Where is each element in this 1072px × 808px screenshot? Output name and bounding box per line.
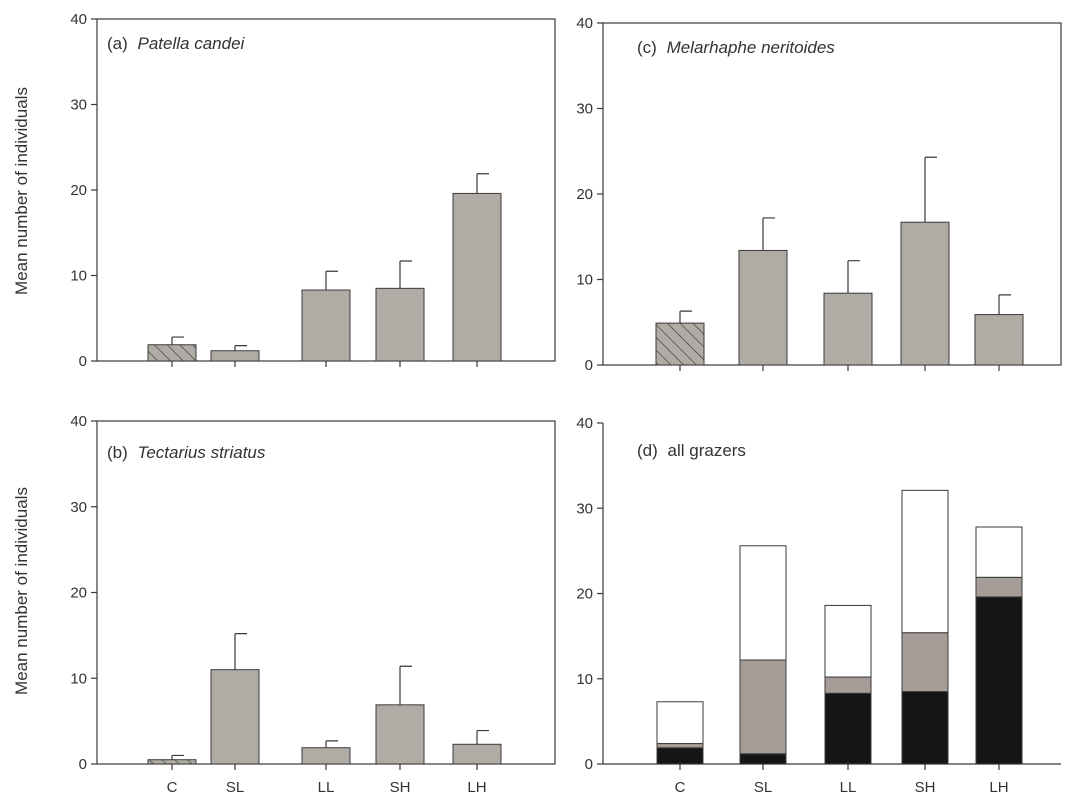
panel-c-y-tick-label: 10 <box>576 272 593 289</box>
panel-c: (c) Melarhaphe neritoides 0 10 20 30 40 <box>576 15 1062 374</box>
panel-c-y-tick-label: 40 <box>576 15 593 32</box>
panel-d-bar-ll-segment-3 <box>824 604 872 678</box>
panel-c-bar-sh <box>900 221 950 366</box>
panel-d-y-tick-label: 20 <box>576 586 593 603</box>
panel-b-bar-lh <box>452 743 502 765</box>
panel-c-error-bar-lh <box>998 294 1011 315</box>
panel-b-error-bar-c <box>171 754 184 760</box>
panel-d-bar-ll-segment-2 <box>824 676 872 694</box>
panel-b-frame <box>96 420 556 765</box>
panel-d-bar-c-segment-2 <box>656 743 704 749</box>
panel-d-bar-c-segment-1 <box>656 747 704 765</box>
panel-a-y-tick-label: 40 <box>70 11 87 28</box>
panel-c-error-bar-sh <box>924 156 937 223</box>
panel-d: (d) all grazers 0 10 20 30 40 C SL LL SH LH <box>576 415 1061 796</box>
panel-b-marks: 0 10 20 30 40 C SL LL SH LH <box>70 413 502 796</box>
panel-a-bar-lh <box>452 192 502 362</box>
panel-d-marks: 0 10 20 30 40 C SL LL SH LH <box>576 415 1061 796</box>
panel-a-y-tick-label: 10 <box>70 268 87 285</box>
panel-d-y-tick-label: 30 <box>576 500 593 517</box>
panel-b-y-tick-label: 20 <box>70 585 87 602</box>
panel-d-y-tick-label: 0 <box>585 756 593 773</box>
panel-c-y-tick-label: 0 <box>585 357 593 374</box>
panel-a-title: (a) Patella candei <box>107 34 246 53</box>
panel-b-y-tick-label: 30 <box>70 499 87 516</box>
panel-b-title: (b) Tectarius striatus <box>107 443 266 462</box>
panel-c-error-bar-sl <box>762 217 775 251</box>
panel-c-bar-lh <box>974 314 1024 366</box>
panel-d-y-tick-label: 40 <box>576 415 593 432</box>
panel-a-bar-ll <box>301 289 351 362</box>
panel-d-x-tick-label: C <box>675 779 686 796</box>
panel-a-bar-c <box>147 344 197 362</box>
panel-b-bar-ll <box>301 747 351 765</box>
panel-d-bar-sh-segment-3 <box>901 489 949 634</box>
panel-a-error-bar-lh <box>476 173 489 194</box>
panel-a-y-tick-label: 30 <box>70 97 87 114</box>
panel-d-y-tick-label: 10 <box>576 671 593 688</box>
panel-d-bar-sl-segment-2 <box>739 659 787 755</box>
panel-d-bar-sl-segment-1 <box>739 753 787 765</box>
panel-d-x-tick-label: LL <box>840 779 857 796</box>
panel-c-error-bar-ll <box>847 260 860 294</box>
panel-c-title: (c) Melarhaphe neritoides <box>637 38 835 57</box>
panel-c-bar-sl <box>738 249 788 366</box>
panel-a-bar-sl <box>210 350 260 362</box>
panel-b-bar-sh <box>375 704 425 765</box>
panel-d-bar-sh-segment-2 <box>901 632 949 693</box>
panel-a-error-bar-sl <box>234 345 247 351</box>
panel-b-error-bar-ll <box>325 740 338 748</box>
panel-b-x-tick-label: LL <box>318 779 335 796</box>
panel-b-bar-c <box>147 759 197 765</box>
panel-d-x-tick-label: SL <box>754 779 772 796</box>
panel-b-y-tick-label: 0 <box>79 756 87 773</box>
panel-a-y-tick-label: 0 <box>79 353 87 370</box>
panel-d-bar-c-segment-3 <box>656 701 704 745</box>
y-axis-label-top: Mean number of individuals <box>12 87 31 295</box>
panel-b-x-tick-label: SH <box>390 779 411 796</box>
panel-d-bar-sh-segment-1 <box>901 691 949 765</box>
panel-a: (a) Patella candei 0 10 20 30 40 <box>70 11 556 370</box>
panel-a-error-bar-sh <box>399 260 412 289</box>
panel-d-title: (d) all grazers <box>637 441 746 460</box>
panel-b-bar-sl <box>210 669 260 765</box>
panel-b-error-bar-sh <box>399 665 412 705</box>
panel-d-x-tick-label: LH <box>989 779 1008 796</box>
panel-d-bar-lh-segment-3 <box>975 526 1023 578</box>
y-axis-label-bottom: Mean number of individuals <box>12 487 31 695</box>
panel-b-error-bar-lh <box>476 729 489 745</box>
panel-a-bar-sh <box>375 287 425 362</box>
panel-d-bar-ll-segment-1 <box>824 692 872 765</box>
panel-d-x-tick-label: SH <box>915 779 936 796</box>
panel-b-x-tick-label: LH <box>467 779 486 796</box>
panel-b-y-tick-label: 10 <box>70 670 87 687</box>
panel-c-marks: 0 10 20 30 40 <box>576 15 1024 374</box>
panel-b-x-tick-label: SL <box>226 779 244 796</box>
panel-a-y-tick-label: 20 <box>70 182 87 199</box>
panel-a-marks: 0 10 20 30 40 <box>70 11 502 370</box>
panel-d-bar-lh-segment-1 <box>975 596 1023 765</box>
panel-a-error-bar-c <box>171 336 184 345</box>
panel-b-y-tick-label: 40 <box>70 413 87 430</box>
panel-d-bar-sl-segment-3 <box>739 545 787 661</box>
panel-c-bar-c <box>655 322 705 366</box>
panel-b-error-bar-sl <box>234 633 247 670</box>
panel-c-y-tick-label: 30 <box>576 101 593 118</box>
panel-c-error-bar-c <box>679 310 692 324</box>
panel-a-error-bar-ll <box>325 270 338 291</box>
panel-c-y-tick-label: 20 <box>576 186 593 203</box>
panel-d-bar-lh-segment-2 <box>975 576 1023 598</box>
panel-c-bar-ll <box>823 292 873 366</box>
panel-b-x-tick-label: C <box>167 779 178 796</box>
panel-b: (b) Tectarius striatus 0 10 20 30 40 C SL LL SH L… <box>70 413 556 796</box>
